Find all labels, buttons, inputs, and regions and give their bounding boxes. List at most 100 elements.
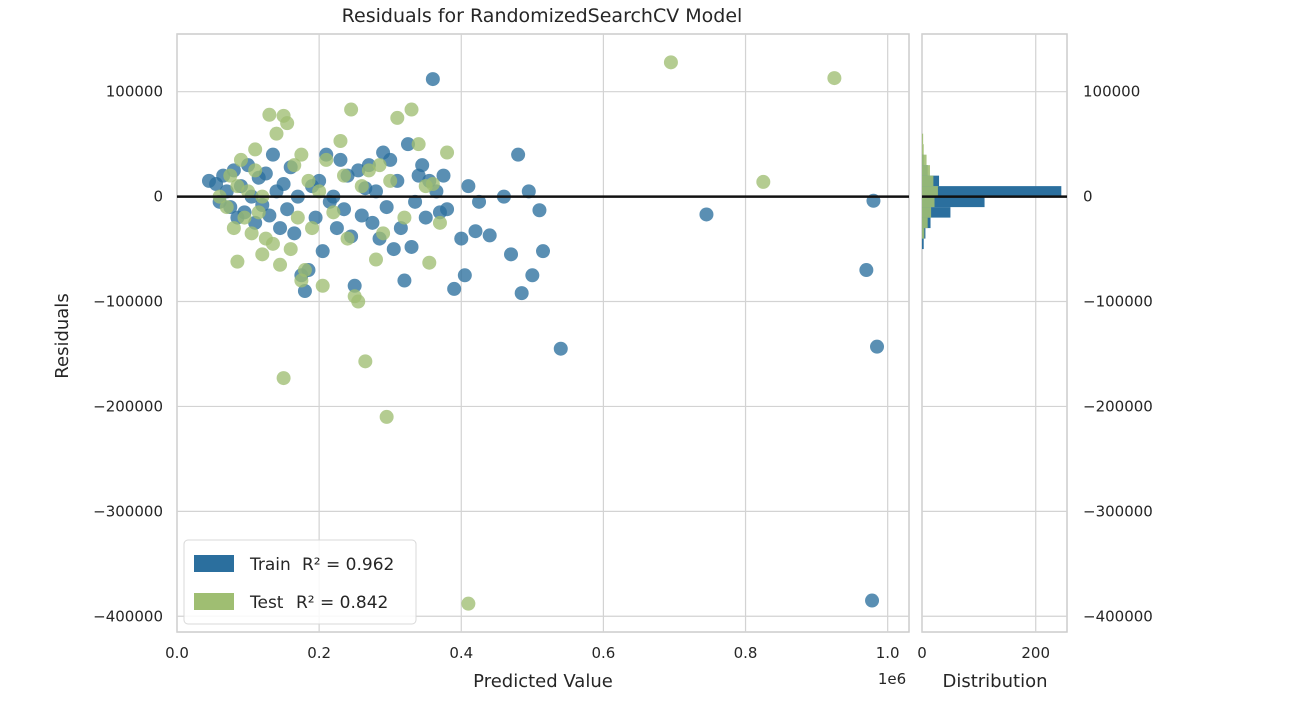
- train-point: [482, 228, 497, 243]
- train-point: [408, 194, 423, 209]
- legend-train-swatch: [194, 555, 234, 572]
- train-point: [457, 268, 472, 283]
- train-point: [347, 278, 362, 293]
- train-point: [532, 203, 547, 218]
- distribution-y-tick-label: −200000: [1083, 397, 1153, 415]
- train-point: [859, 263, 874, 278]
- test-point: [233, 152, 248, 167]
- test-point: [273, 257, 288, 272]
- x-offset-label: 1e6: [878, 670, 906, 688]
- train-point: [287, 226, 302, 241]
- test-point: [404, 102, 419, 117]
- train-point: [329, 221, 344, 236]
- test-point: [358, 354, 373, 369]
- test-point: [255, 247, 270, 262]
- distribution-test-bars: [922, 133, 938, 239]
- distribution-tick-labels: 0 200 100000 0 −100000 −200000 −300000 −400000: [917, 83, 1153, 662]
- test-point: [440, 145, 455, 160]
- y-tick-label: 0: [153, 188, 163, 206]
- test-point: [294, 147, 309, 162]
- test-point: [411, 137, 426, 152]
- test-point: [351, 294, 366, 309]
- test-point: [269, 126, 284, 141]
- train-point: [440, 202, 455, 217]
- distribution-test-bar: [922, 154, 927, 166]
- distribution-test-bar: [922, 133, 924, 145]
- distribution-axes: 0 200 100000 0 −100000 −200000 −300000 −400000: [917, 33, 1153, 662]
- distribution-train-bar: [922, 186, 1062, 197]
- y-tick-label: −100000: [93, 293, 163, 311]
- distribution-y-tick-label: 0: [1083, 188, 1093, 206]
- x-tick-label: 0.4: [449, 644, 473, 662]
- train-point: [436, 168, 451, 183]
- distribution-y-tick-label: −100000: [1083, 293, 1153, 311]
- distribution-train-bar: [922, 196, 985, 208]
- train-point: [351, 163, 366, 178]
- train-point: [870, 339, 885, 354]
- test-point: [397, 210, 412, 225]
- legend-test-stat: R² = 0.842: [296, 593, 388, 613]
- test-point: [280, 116, 295, 131]
- distribution-test-bar: [922, 175, 934, 187]
- test-point: [354, 179, 369, 194]
- distribution-y-tick-label: 100000: [1083, 83, 1140, 101]
- main-plot-frame: [176, 33, 910, 633]
- train-point: [468, 224, 483, 239]
- legend-train-label: Train: [249, 555, 291, 575]
- distribution-test-bar: [922, 196, 935, 208]
- x-tick-label: 0.8: [734, 644, 758, 662]
- test-point: [361, 163, 376, 178]
- test-point: [244, 226, 259, 241]
- train-point: [425, 72, 440, 87]
- distribution-test-bar: [922, 144, 924, 155]
- x-tick-label: 1.0: [876, 644, 900, 662]
- test-point: [315, 278, 330, 293]
- test-point: [340, 231, 355, 246]
- train-point: [521, 184, 536, 199]
- test-point: [663, 55, 678, 70]
- train-point: [379, 200, 394, 215]
- y-tick-label: 100000: [106, 83, 163, 101]
- test-point: [265, 236, 280, 251]
- x-tick-label: 0.6: [591, 644, 615, 662]
- test-point: [344, 102, 359, 117]
- test-point: [326, 205, 341, 220]
- x-axis-label: Predicted Value: [473, 671, 613, 692]
- test-point: [425, 177, 440, 192]
- train-point: [386, 242, 401, 257]
- y-tick-label: −200000: [93, 397, 163, 415]
- test-point: [461, 596, 476, 611]
- train-point: [514, 286, 529, 301]
- test-point: [276, 371, 291, 386]
- test-point: [379, 409, 394, 424]
- test-point: [390, 110, 405, 125]
- distribution-label: Distribution: [942, 671, 1047, 692]
- main-grid: [176, 34, 909, 632]
- distribution-test-bar: [922, 217, 928, 229]
- legend-train-stat: R² = 0.962: [302, 555, 394, 575]
- train-point: [536, 244, 550, 259]
- test-point: [383, 173, 398, 188]
- train-point: [447, 281, 462, 296]
- train-point: [262, 208, 277, 223]
- train-point: [415, 158, 430, 173]
- distribution-test-bar: [922, 207, 932, 218]
- test-point: [368, 252, 383, 267]
- train-point: [365, 215, 380, 230]
- test-point: [290, 210, 305, 225]
- distribution-test-bar: [922, 186, 938, 197]
- test-point: [376, 226, 391, 241]
- test-point: [248, 163, 263, 178]
- train-point: [368, 184, 383, 199]
- distribution-plot-frame: [921, 33, 1068, 633]
- distribution-y-tick-label: −300000: [1083, 502, 1153, 520]
- train-point: [461, 179, 476, 194]
- test-point: [230, 254, 245, 269]
- train-point: [404, 239, 419, 254]
- x-tick-label: 0.2: [307, 644, 331, 662]
- train-point: [504, 247, 519, 262]
- test-point: [219, 200, 234, 215]
- y-tick-label: −300000: [93, 502, 163, 520]
- test-point: [432, 215, 447, 230]
